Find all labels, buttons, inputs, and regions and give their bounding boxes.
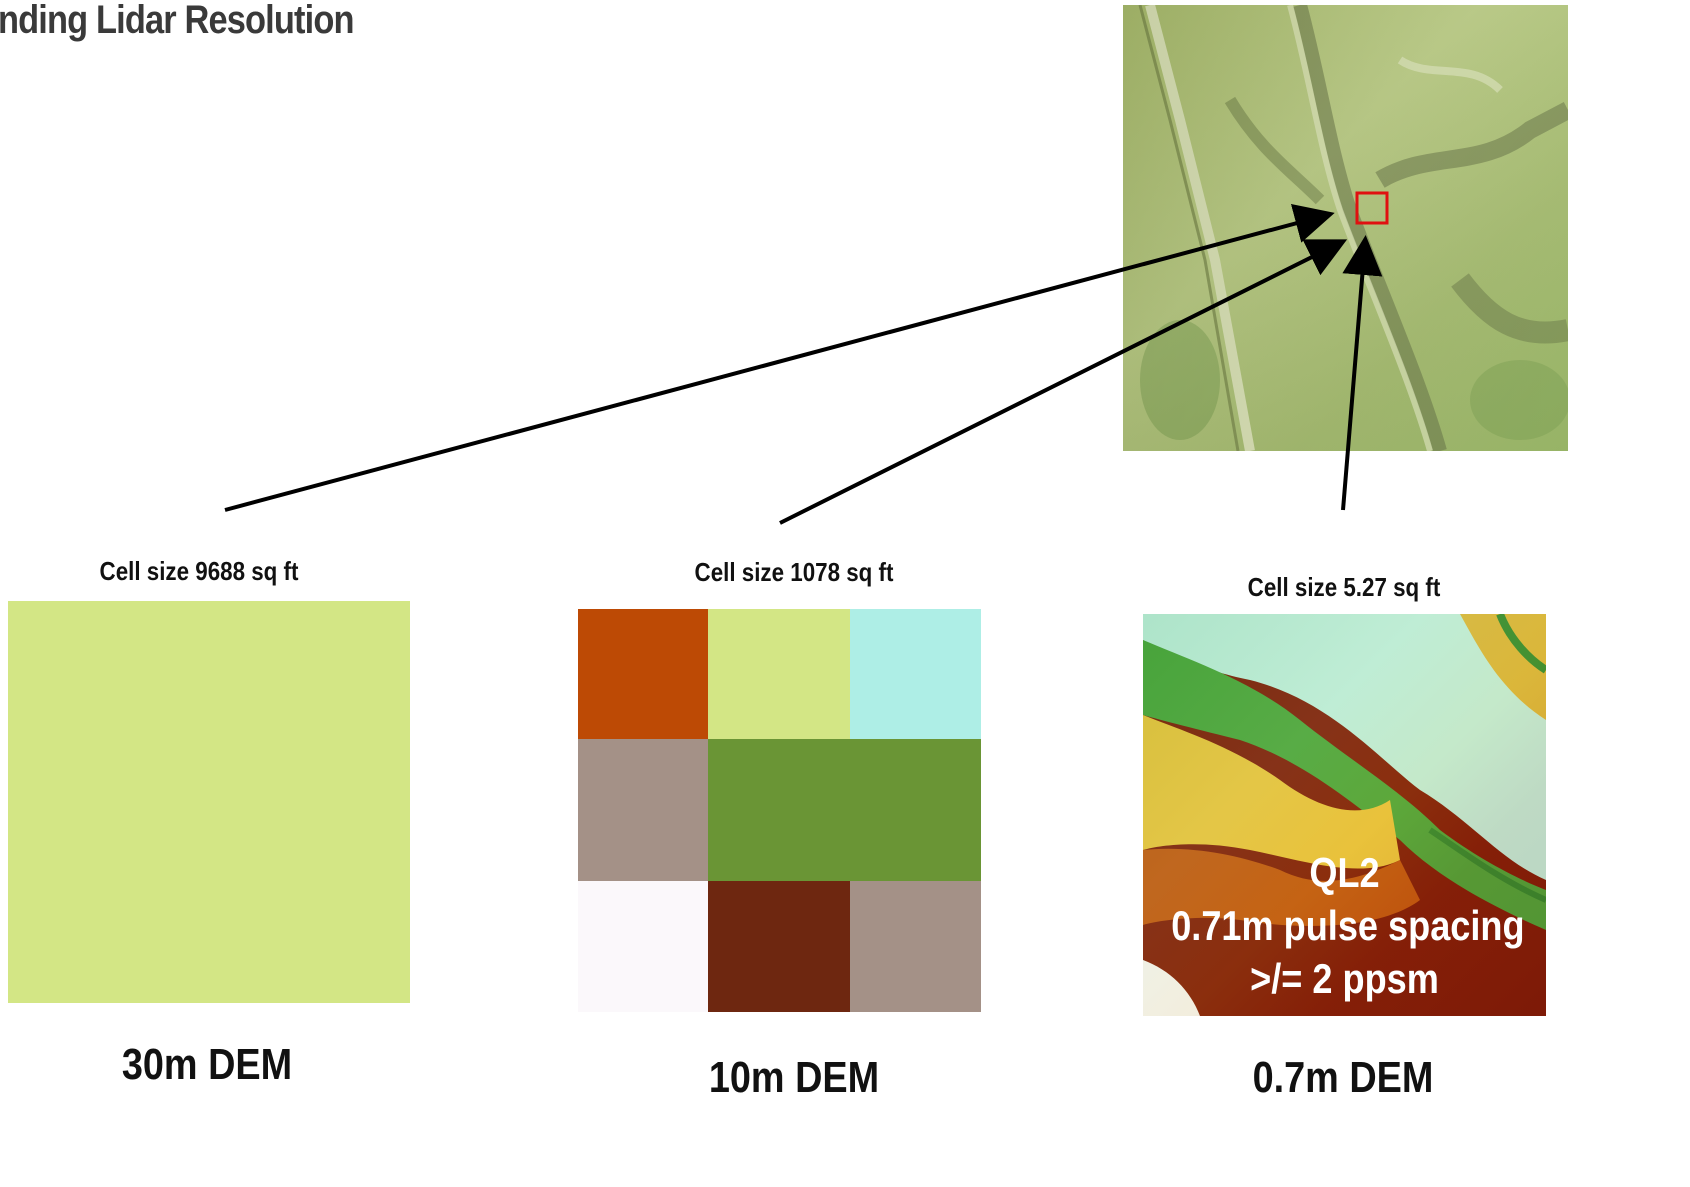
label-30m: 30m DEM <box>121 1040 293 1089</box>
ql2-overlay: QL2 0.71m pulse spacing >/= 2 ppsm <box>1143 846 1546 1005</box>
overlay-line-3: >/= 2 ppsm <box>1250 955 1439 1002</box>
page-title: nding Lidar Resolution <box>0 0 354 42</box>
caption-30m: Cell size 9688 sq ft <box>99 556 299 586</box>
overlay-line-1: QL2 <box>1309 849 1380 896</box>
caption-10m: Cell size 1078 sq ft <box>694 557 894 587</box>
arrow-07m <box>1341 235 1383 511</box>
arrow-10m <box>779 239 1348 525</box>
overlay-line-2: 0.71m pulse spacing <box>1171 902 1525 949</box>
caption-07m: Cell size 5.27 sq ft <box>1247 572 1441 602</box>
arrow-30m <box>224 203 1335 512</box>
label-10m: 10m DEM <box>708 1053 880 1102</box>
highlight-box <box>1355 191 1389 225</box>
label-07m: 0.7m DEM <box>1252 1053 1434 1102</box>
